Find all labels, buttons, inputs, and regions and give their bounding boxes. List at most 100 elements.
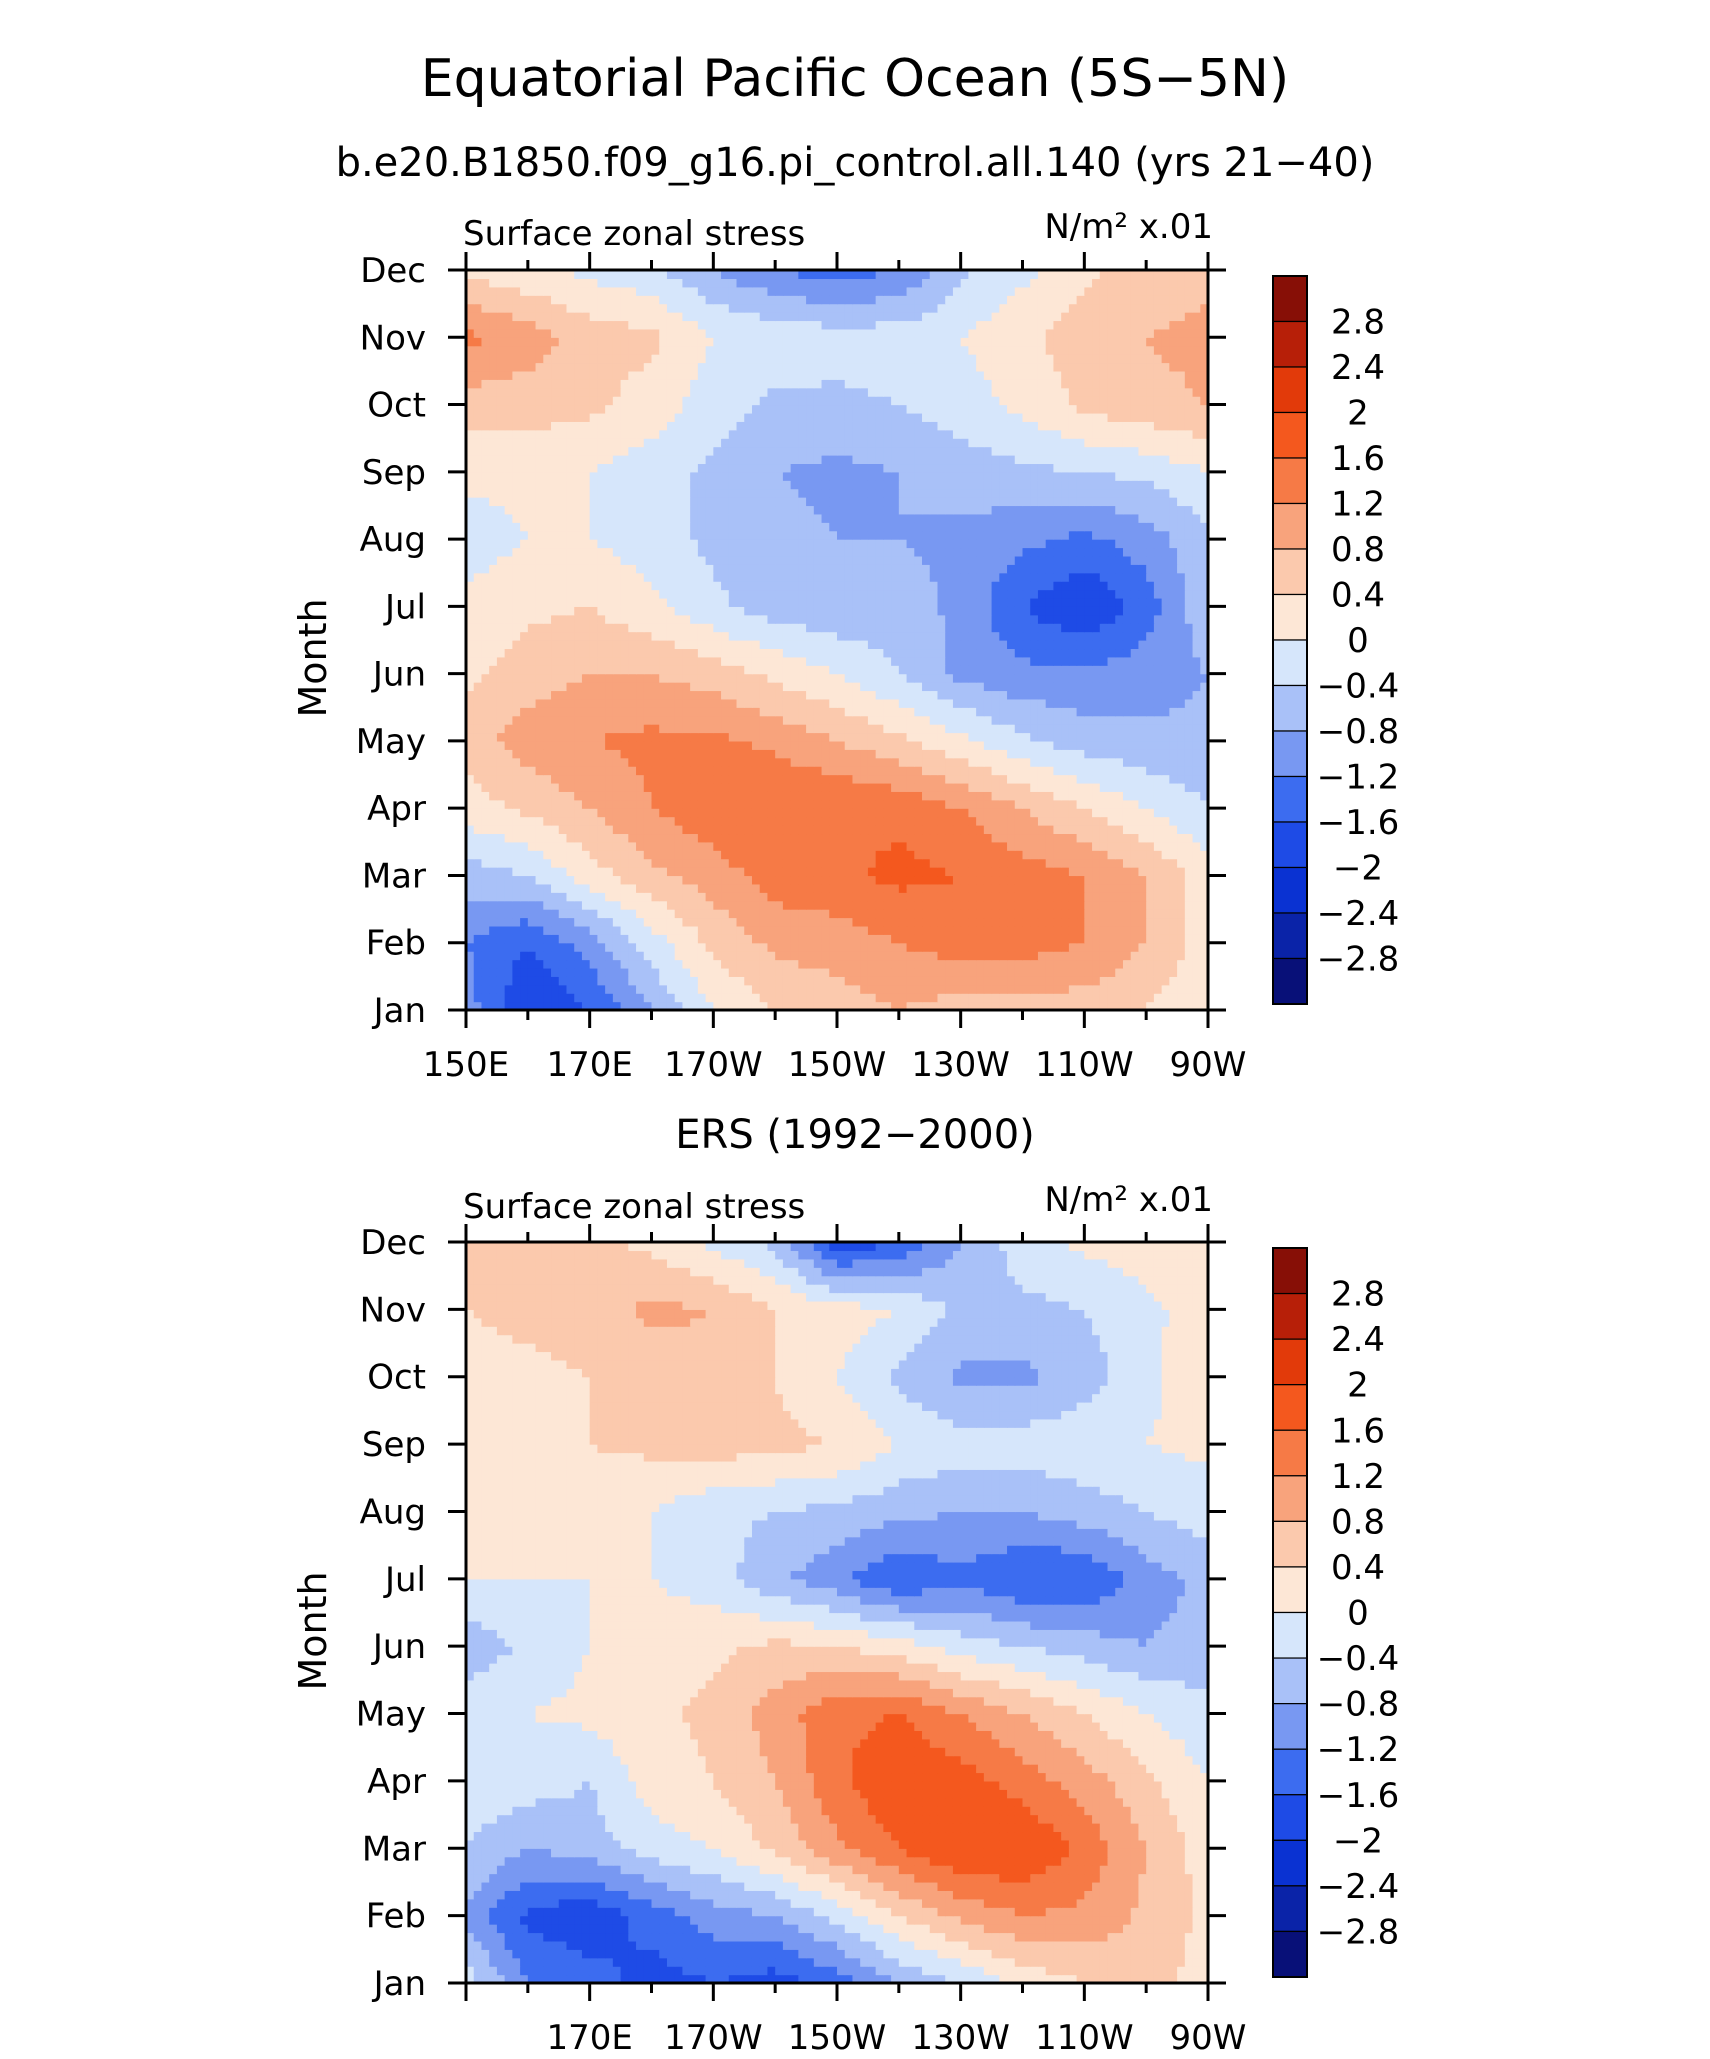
contour-cell [566,757,575,767]
contour-cell [697,808,707,818]
contour-cell [1061,816,1070,826]
contour-cell [551,883,560,893]
contour-cell [1061,858,1070,868]
contour-cell [983,841,993,851]
contour-cell [1022,648,1031,658]
contour-cell [1030,648,1039,658]
contour-cell [1130,942,1140,952]
contour-cell [574,925,583,935]
contour-cell [736,993,745,1003]
contour-cell [991,597,1000,607]
contour-cell [558,766,568,776]
contour-cell [829,656,838,666]
contour-cell [643,589,653,599]
contour-cell [543,757,552,767]
contour-cell [535,984,544,994]
contour-cell [790,673,799,683]
contour-cell [999,993,1008,1003]
contour-cell [489,572,498,582]
contour-cell [952,951,962,961]
contour-cell [1153,883,1163,893]
contour-cell [1122,648,1132,658]
contour-cell [721,850,730,860]
contour-cell [1161,606,1170,616]
contour-cell [860,1001,869,1011]
contour-cell [566,867,575,877]
contour-cell [728,766,738,776]
contour-cell [651,656,660,666]
contour-cell [581,623,591,633]
contour-cell [643,967,653,977]
contour-cell [728,640,738,650]
contour-cell [597,875,606,885]
contour-cell [1099,732,1109,742]
contour-cell [813,673,823,683]
contour-cell [1169,951,1178,961]
contour-cell [620,917,629,927]
contour-cell [574,690,583,700]
contour-cell [643,833,653,843]
contour-cell [612,867,622,877]
contour-cell [751,698,761,708]
contour-cell [651,967,660,977]
contour-cell [612,698,622,708]
contour-cell [605,640,614,650]
contour-cell [481,631,490,641]
contour-cell [898,690,908,700]
contour-cell [883,732,892,742]
contour-cell [1115,606,1124,616]
contour-cell [473,766,483,776]
contour-cell [543,606,552,616]
contour-cell [829,925,838,935]
contour-cell [612,732,622,742]
contour-cell [1007,808,1016,818]
contour-cell [1007,715,1016,725]
contour-cell [1053,909,1062,919]
contour-cell [1076,581,1085,591]
contour-cell [489,724,498,734]
contour-cell [566,572,575,582]
contour-cell [937,883,946,893]
contour-cell [1084,984,1093,994]
contour-cell [589,984,598,994]
contour-cell [489,732,498,742]
contour-cell [721,782,730,792]
contour-cell [566,883,575,893]
contour-cell [844,984,854,994]
contour-cell [914,976,923,986]
contour-cell [960,976,969,986]
contour-cell [798,808,807,818]
contour-cell [721,640,730,650]
contour-cell [999,833,1008,843]
contour-cell [852,597,861,607]
contour-cell [744,833,753,843]
contour-cell [466,749,475,759]
contour-cell [976,673,985,683]
contour-cell [659,631,668,641]
contour-cell [605,850,614,860]
contour-cell [1007,925,1016,935]
contour-cell [643,740,653,750]
contour-cell [620,757,629,767]
contour-cell [821,715,830,725]
contour-cell [674,1001,684,1011]
contour-cell [821,614,830,624]
contour-cell [628,875,637,885]
contour-cell [736,757,745,767]
contour-cell [844,841,854,851]
contour-cell [512,959,521,969]
contour-cell [790,925,799,935]
contour-cell [690,951,699,961]
contour-cell [999,581,1008,591]
contour-cell [983,925,993,935]
contour-cell [983,715,993,725]
contour-cell [1192,816,1201,826]
contour-cell [566,841,575,851]
contour-cell [1200,665,1209,675]
contour-cell [983,993,993,1003]
contour-cell [628,892,637,902]
contour-cell [697,774,707,784]
contour-cell [697,1001,707,1011]
contour-cell [1014,841,1024,851]
contour-cell [659,682,668,692]
